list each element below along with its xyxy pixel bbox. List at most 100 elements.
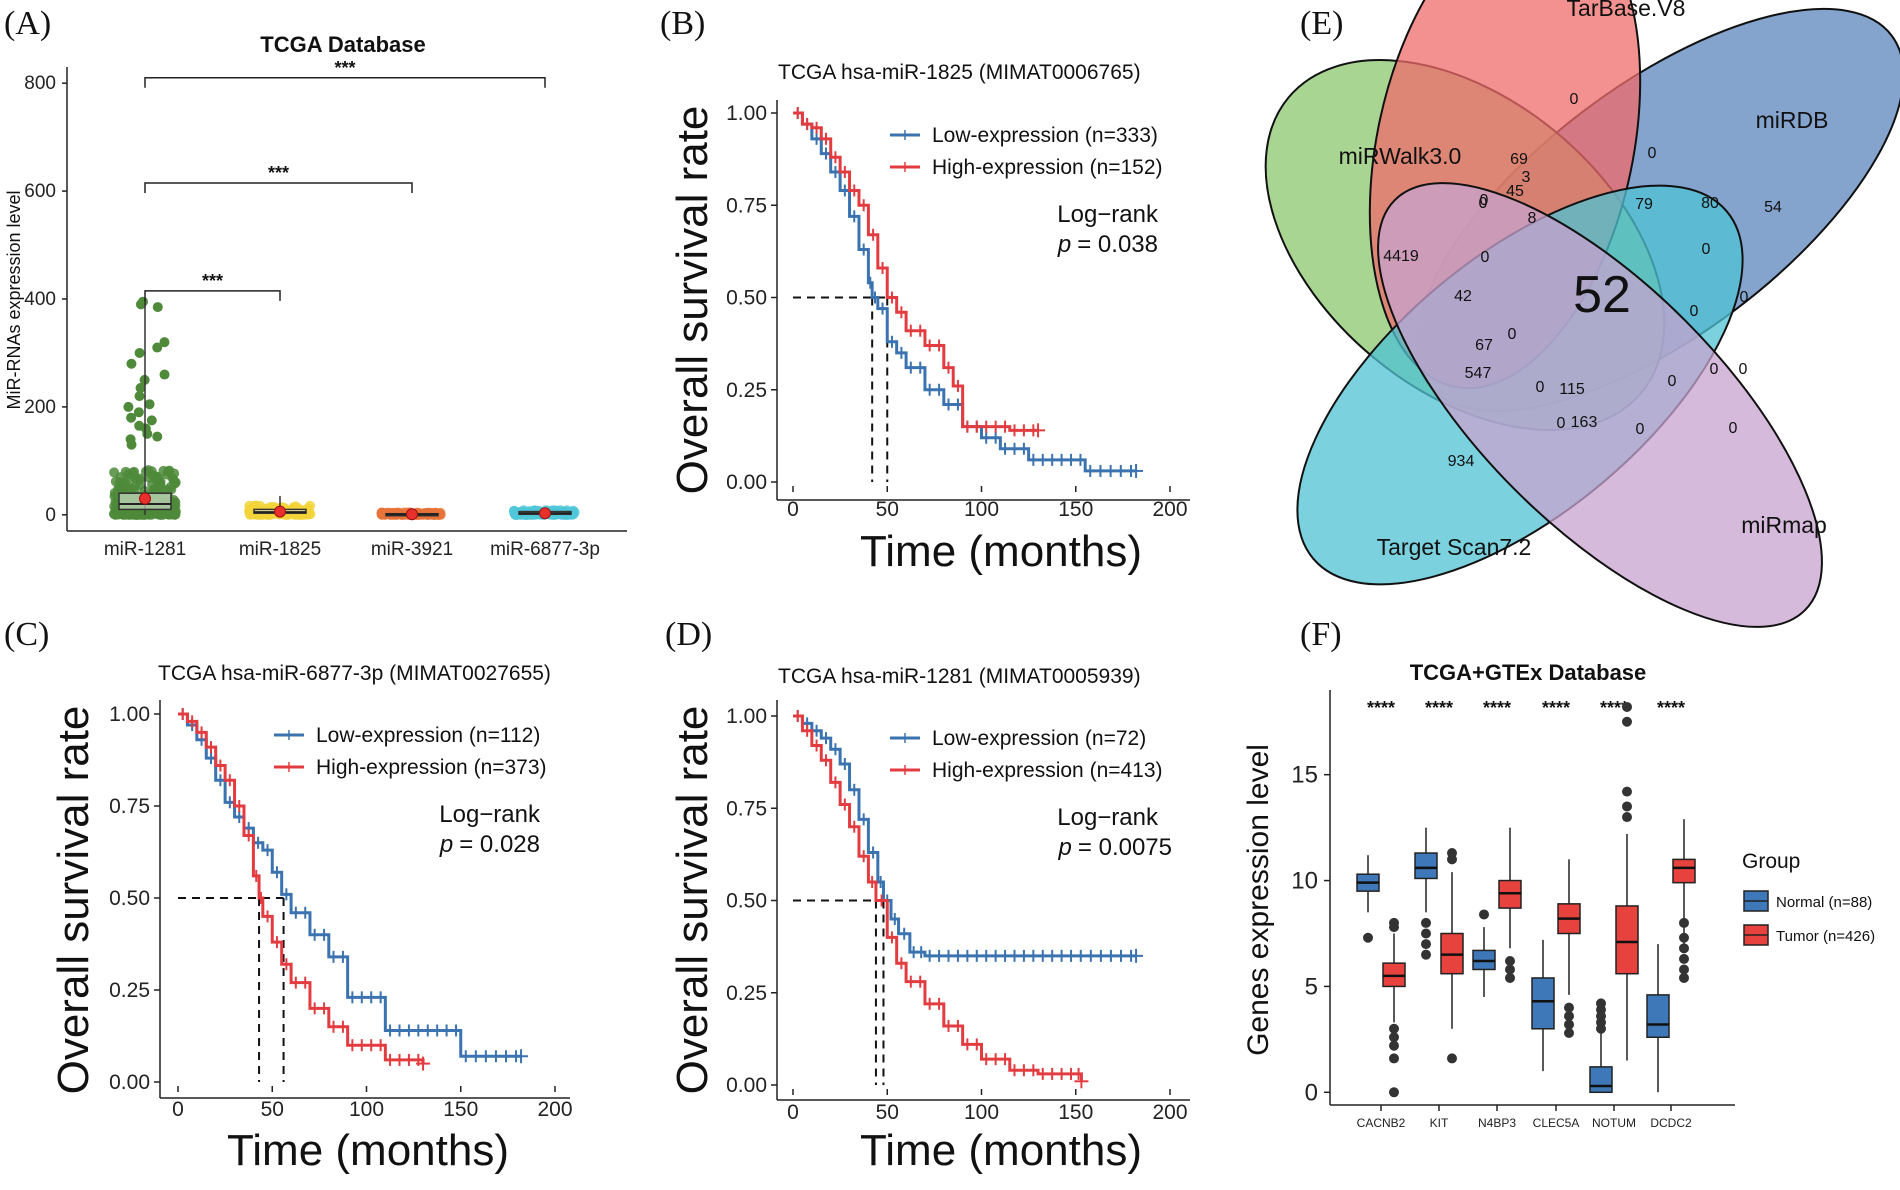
panel-a-point: [143, 509, 154, 520]
panel-label-f: (F): [1300, 616, 1342, 653]
d-xtick-label: 150: [1058, 1101, 1093, 1124]
panel-b-survival: TCGA hsa-miR-1825 (MIMAT0006765) Overall…: [668, 61, 1190, 576]
venn-region-value: 0: [1739, 361, 1748, 378]
panel-b-xlabel: Time (months): [860, 527, 1142, 576]
panel-f-ytick-label: 0: [1305, 1079, 1318, 1106]
panel-d-legend: + Low-expression (n=72) + High-expressio…: [890, 727, 1163, 782]
panel-c-ylabel: Overall survival rate: [49, 706, 98, 1095]
panel-label-c: (C): [4, 616, 49, 653]
venn-region-value: 69: [1510, 151, 1528, 168]
panel-a-outlier: [159, 369, 170, 380]
panel-a-significance: ***: [334, 58, 355, 78]
venn-region-value: 67: [1475, 337, 1493, 354]
panel-a-point: [164, 465, 175, 476]
panel-a-point: [130, 480, 141, 491]
d-xtick-label: 200: [1152, 1101, 1187, 1124]
venn-region-value: 0: [1570, 91, 1579, 108]
panel-f-outlier: [1564, 1011, 1574, 1022]
panel-a-mean: [139, 492, 151, 505]
panel-f-box: [1531, 977, 1555, 1030]
c-xtick-label: 50: [261, 1098, 284, 1121]
b-xtick-label: 150: [1058, 498, 1093, 521]
panel-f-boxplot: TCGA+GTEx Database Genes expression leve…: [1242, 660, 1875, 1130]
panel-f-box: [1646, 994, 1670, 1038]
panel-f-outlier: [1622, 701, 1632, 712]
panel-f-outlier: [1622, 716, 1632, 727]
legend-low-label: Low-expression (n=112): [316, 724, 540, 747]
panel-f-box: [1615, 905, 1639, 975]
venn-region-value: 80: [1701, 195, 1719, 212]
d-xtick-label: 100: [964, 1101, 999, 1124]
panel-a-outlier: [159, 337, 170, 348]
panel-f-title: TCGA+GTEx Database: [1410, 660, 1647, 685]
panel-a-point: [110, 509, 121, 520]
venn-region-value: 79: [1635, 196, 1653, 213]
panel-f-box: [1414, 852, 1438, 880]
panel-label-e: (E): [1300, 5, 1343, 42]
panel-a-outlier: [133, 407, 144, 418]
legend-low-marker: +: [283, 725, 295, 747]
b-ytick-label: 1.00: [726, 102, 767, 125]
venn-region-value: 0: [1702, 241, 1711, 258]
panel-c-xlabel: Time (months): [227, 1126, 509, 1175]
p-symbol: p: [1058, 834, 1072, 861]
panel-f-outlier: [1622, 801, 1632, 812]
venn-region-value: 0: [1479, 195, 1488, 212]
venn-region-value: 4419: [1383, 248, 1419, 265]
panel-a-title: TCGA Database: [260, 32, 425, 57]
panel-f-outlier: [1447, 848, 1457, 859]
panel-f-box: [1672, 858, 1696, 884]
legend-high-label: High-expression (n=373): [316, 756, 547, 779]
panel-c-title: TCGA hsa-miR-6877-3p (MIMAT0027655): [158, 662, 551, 685]
panel-f-xtick-label: KIT: [1430, 1116, 1449, 1130]
panel-a-outlier: [126, 412, 137, 423]
panel-a-outlier: [135, 383, 146, 394]
d-ytick-label: 0.75: [726, 797, 767, 820]
panel-a-point: [155, 479, 166, 490]
panel-d-xlabel: Time (months): [860, 1126, 1142, 1175]
p-value: = 0.0075: [1078, 834, 1172, 861]
venn-region-value: 163: [1571, 414, 1598, 431]
panel-a-xtick: miR-6877-3p: [490, 539, 600, 560]
panel-a-ytick-label: 0: [45, 505, 56, 526]
venn-label-mirdb: miRDB: [1756, 107, 1829, 133]
p-symbol: p: [1057, 231, 1071, 258]
b-xtick-label: 200: [1152, 498, 1187, 521]
panel-d-pvalue: p = 0.0075: [1058, 834, 1172, 861]
panel-d-logrank: Log−rank: [1057, 804, 1159, 831]
panel-f-outlier: [1389, 1087, 1399, 1098]
venn-region-value: 45: [1506, 183, 1524, 200]
venn-region-value: 0: [1536, 379, 1545, 396]
panel-b-ylabel: Overall survival rate: [668, 106, 717, 495]
panel-a-point: [127, 467, 138, 478]
panel-f-ytick-label: 15: [1291, 762, 1318, 789]
panel-a-point: [379, 509, 390, 520]
panel-a-mean: [274, 505, 286, 518]
panel-f-outlier: [1389, 1032, 1399, 1043]
panel-a-outlier: [152, 302, 163, 313]
d-ytick-label: 0.25: [726, 982, 767, 1005]
venn-label-mirmap: miRmap: [1741, 512, 1827, 538]
d-xtick-label: 0: [787, 1101, 799, 1124]
c-xtick-label: 0: [172, 1098, 184, 1121]
panel-f-ytick-label: 10: [1291, 868, 1318, 895]
c-ytick-label: 1.00: [109, 703, 150, 726]
panel-label-d: (D): [665, 616, 712, 653]
panel-a-outlier: [142, 428, 153, 439]
panel-label-a: (A): [4, 5, 51, 42]
panel-c-legend: + Low-expression (n=112) + High-expressi…: [274, 724, 547, 779]
panel-a-outlier: [152, 342, 163, 353]
panel-f-outlier: [1505, 964, 1515, 975]
panel-b-title: TCGA hsa-miR-1825 (MIMAT0006765): [778, 61, 1141, 84]
d-ytick-label: 1.00: [726, 705, 767, 728]
c-ytick-label: 0.50: [109, 887, 150, 910]
venn-region-value: 547: [1465, 365, 1492, 382]
panel-f-legend: Group Normal (n=88) Tumor (n=426): [1742, 850, 1875, 946]
panel-f-xtick-label: NOTUM: [1592, 1116, 1636, 1130]
panel-a-point: [121, 483, 132, 494]
panel-f-outlier: [1479, 909, 1489, 920]
panel-a-point: [170, 478, 181, 489]
panel-f-significance: ****: [1600, 698, 1628, 718]
panel-a-bracket: [144, 182, 413, 193]
